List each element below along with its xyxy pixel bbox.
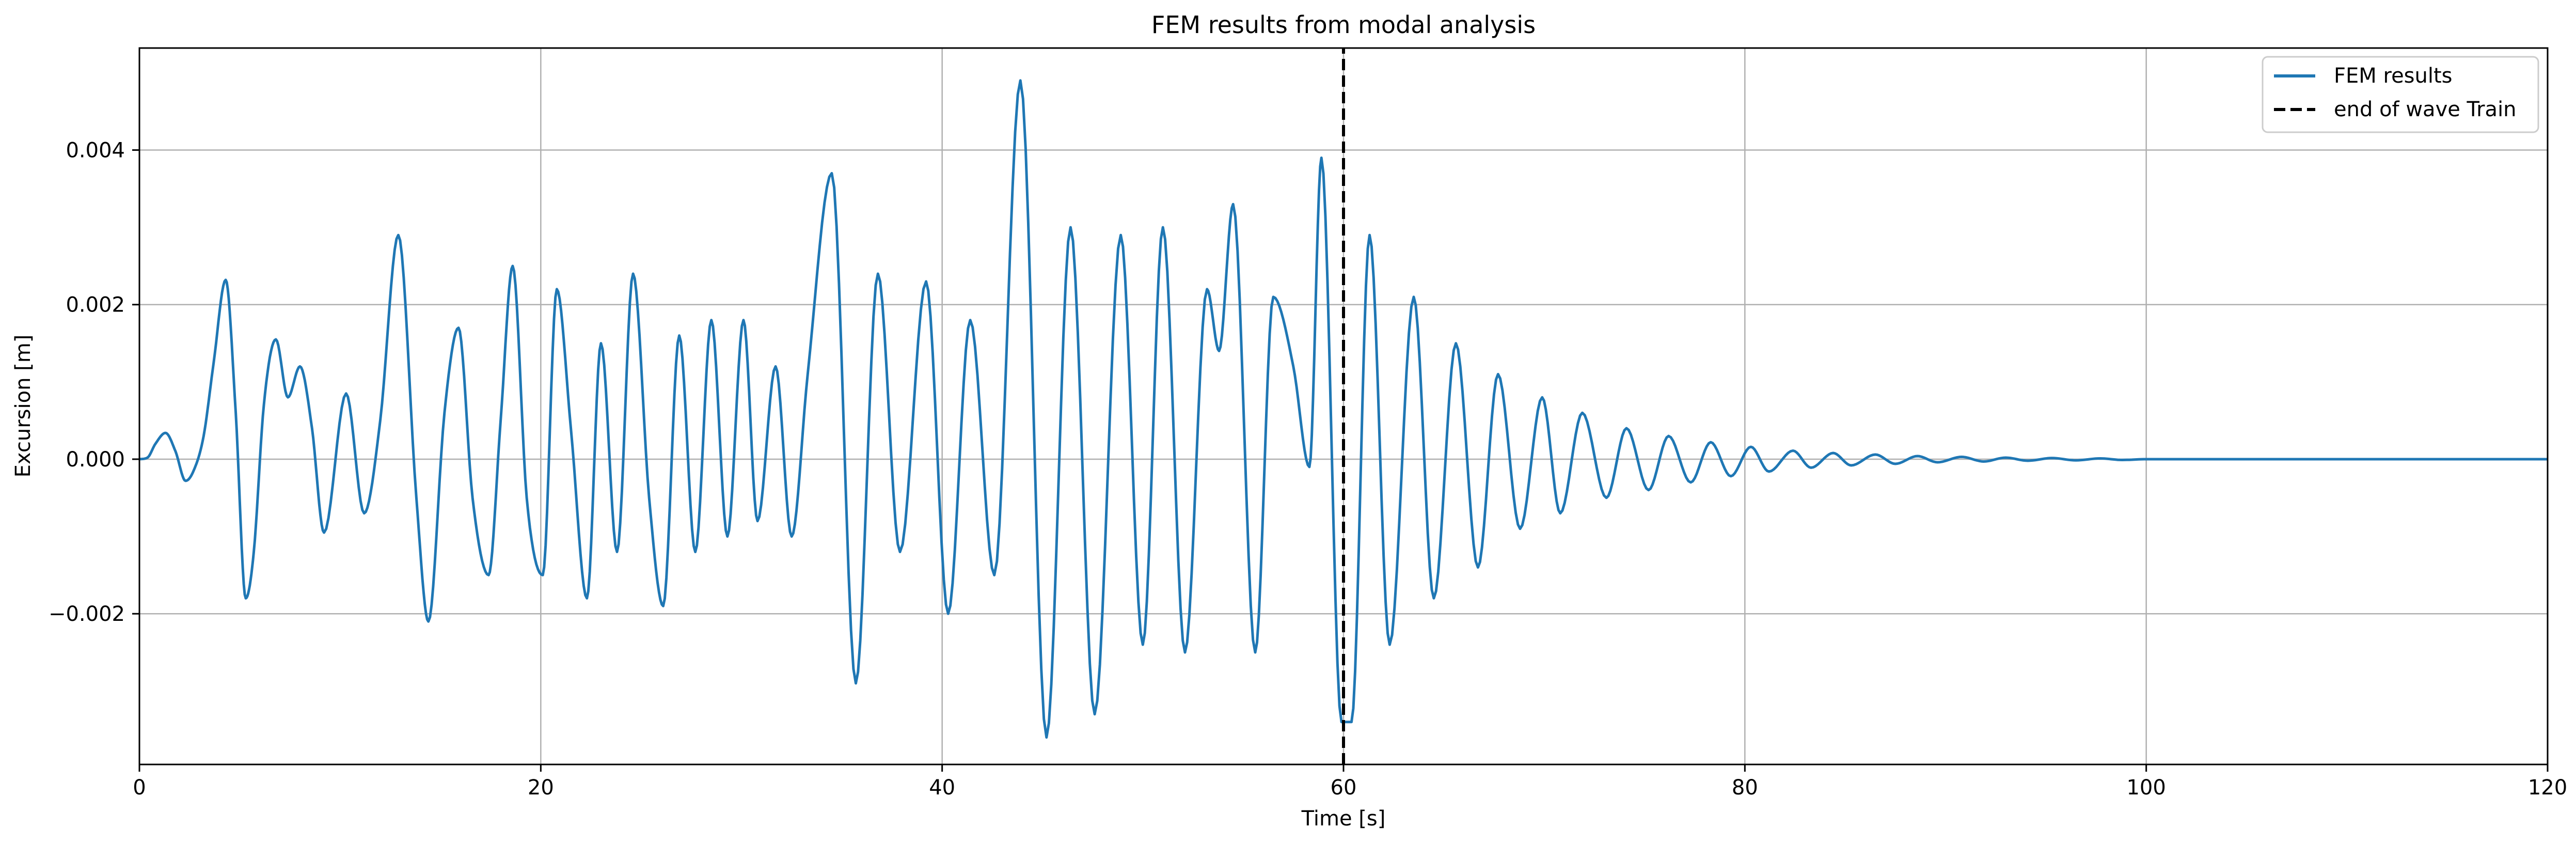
x-axis-label: Time [s]	[1301, 807, 1386, 831]
x-tick-label: 40	[929, 776, 955, 800]
series-layer	[139, 48, 2548, 764]
x-tick-label: 0	[133, 776, 146, 800]
x-tick-label: 120	[2528, 776, 2567, 800]
tick-layer: 0 20 40 60 80 100 120 −0.002 0.000 0.002 0.004	[49, 139, 2567, 800]
chart-title: FEM results from modal analysis	[1151, 11, 1536, 39]
y-tick-label: 0.004	[66, 139, 125, 163]
x-tick-label: 100	[2126, 776, 2166, 800]
y-axis-label: Excursion [m]	[11, 335, 35, 478]
x-tick-label: 60	[1331, 776, 1357, 800]
series-line-fem-results	[139, 79, 2548, 739]
y-tick-label: 0.000	[66, 448, 125, 472]
y-tick-label: −0.002	[49, 602, 125, 626]
y-tick-label: 0.002	[66, 293, 125, 317]
x-tick-label: 80	[1732, 776, 1758, 800]
legend-label-fem-results: FEM results	[2334, 64, 2453, 88]
x-tick-label: 20	[528, 776, 554, 800]
legend-label-end-of-wave-train: end of wave Train	[2334, 98, 2517, 121]
legend-box	[2262, 56, 2539, 133]
legend: FEM results end of wave Train	[2262, 56, 2539, 133]
